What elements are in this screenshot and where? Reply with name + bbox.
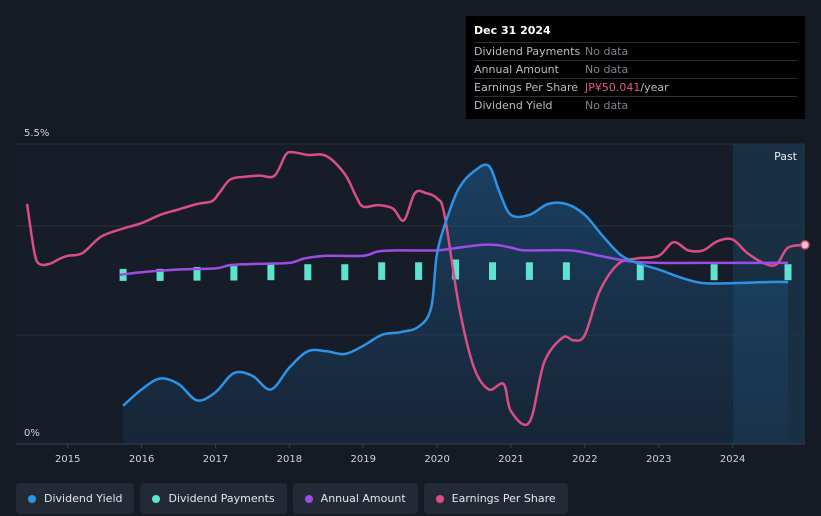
x-tick-label: 2022 [572,454,597,465]
legend-label: Dividend Payments [168,492,275,505]
eps-current-marker [800,240,810,250]
legend-label: Dividend Yield [44,492,123,505]
chart-legend: Dividend Yield Dividend Payments Annual … [16,483,568,515]
x-tick-label: 2017 [203,454,228,465]
dividend-payment-bar [156,268,164,281]
dividend-yield-area [123,164,789,445]
eps-value: JP¥50.041 [585,81,641,94]
x-tick-label: 2023 [646,454,671,465]
dividend-payment-bar [489,262,496,280]
legend-dot-icon [304,494,313,503]
legend-dividend-yield[interactable]: Dividend Yield [16,483,135,514]
x-tick-label: 2021 [498,454,523,465]
tooltip-value: JP¥50.041/year [585,79,669,96]
tooltip-row-annual-amount: Annual Amount No data [474,60,797,78]
dividend-payment-bar [267,264,275,281]
past-label: Past [774,150,798,163]
dividend-payment-bar [304,264,312,281]
dividend-payment-bar [636,264,644,281]
tooltip-value: No data [585,63,629,76]
x-tick-label: 2018 [277,454,302,465]
y-axis-top-label: 5.5% [24,128,49,139]
legend-annual-amount[interactable]: Annual Amount [292,483,418,514]
legend-label: Earnings Per Share [451,492,556,505]
dividend-yield-line [122,163,789,407]
legend-dot-icon [28,494,36,503]
dividend-payment-bar [784,264,792,281]
dividend-payment-bar [562,262,570,280]
dividend-payment-bar [415,262,423,280]
eps-unit: /year [640,81,669,94]
axis-layer: 5.5% 0% Past [24,128,798,439]
dividend-payment-bar [341,264,349,281]
tooltip-label: Earnings Per Share [474,81,579,94]
tooltip-label: Dividend Yield [474,99,553,112]
series-layer [25,150,810,445]
x-tick-label: 2016 [129,454,154,465]
x-tick-label: 2019 [350,454,375,465]
tooltip-row-dividend-payments: Dividend Payments No data [474,42,797,60]
tooltip-label: Dividend Payments [474,45,581,58]
tooltip-value: No data [585,99,629,112]
legend-label: Annual Amount [320,492,406,505]
x-axis-ticks: 2015 2016 2017 2018 2019 2020 2021 2022 2023 2024 [55,444,745,465]
y-axis-bottom-label: 0% [24,428,40,439]
dividend-payment-bar [710,264,718,281]
legend-dividend-payments[interactable]: Dividend Payments [140,483,287,514]
dividend-payment-bar [193,267,201,281]
x-tick-label: 2020 [424,454,449,465]
x-tick-label: 2015 [55,454,80,465]
dividend-payment-bar [378,262,386,280]
tooltip-panel: Dec 31 2024 Dividend Payments No data An… [466,16,805,119]
tooltip-date: Dec 31 2024 [474,24,551,37]
tooltip-row-earnings-per-share: Earnings Per Share JP¥50.041/year [474,78,797,96]
earnings-per-share-line [25,150,806,427]
tooltip-label: Annual Amount [474,63,559,76]
x-tick-label: 2024 [720,454,745,465]
tooltip-value: No data [585,45,629,58]
dividend-payment-bar [230,266,238,281]
legend-earnings-per-share[interactable]: Earnings Per Share [423,483,568,514]
dividend-payment-bar [525,262,533,280]
tooltip-row-dividend-yield: Dividend Yield No data [474,96,797,114]
legend-dot-icon [152,494,161,503]
legend-dot-icon [435,494,444,503]
dividend-payment-bar [452,259,460,280]
